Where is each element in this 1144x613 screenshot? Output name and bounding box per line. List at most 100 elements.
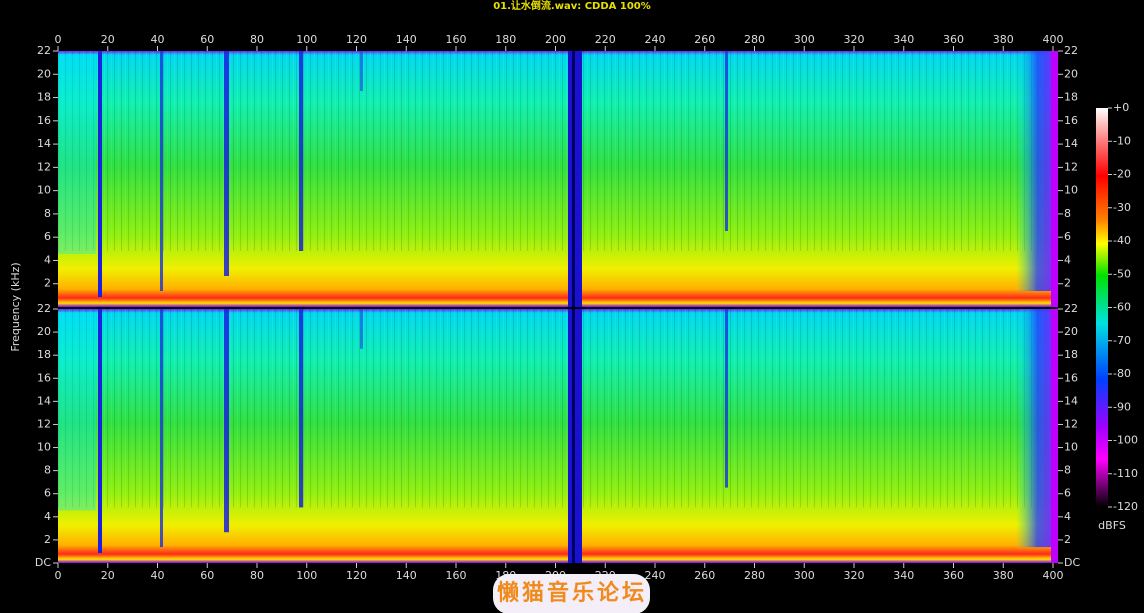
y-tick-label-left: 12 — [37, 160, 51, 173]
watermark: 懒猫音乐论坛 — [497, 580, 647, 606]
colorbar-tick-label: -30 — [1113, 201, 1131, 214]
spectrogram-channel-1 — [58, 51, 1058, 307]
y-tick-label-left: 2 — [44, 533, 51, 546]
colorbar-tick-label: -40 — [1113, 234, 1131, 247]
colorbar-tick-label: -100 — [1113, 434, 1138, 447]
y-tick-label-right: 6 — [1064, 487, 1071, 500]
x-tick-label-top: 380 — [993, 33, 1014, 46]
x-tick-label-top: 120 — [346, 33, 367, 46]
y-tick-label-left: 18 — [37, 348, 51, 361]
y-tick-label-right: 14 — [1064, 137, 1078, 150]
chart-title: 01.让水倒流.wav: CDDA 100% — [493, 0, 651, 12]
y-tick-label-right: 18 — [1064, 91, 1078, 104]
x-tick-label-bottom: 20 — [101, 569, 115, 582]
y-tick-label-right: 22 — [1064, 44, 1078, 57]
y-tick-label-right: 20 — [1064, 325, 1078, 338]
y-tick-label-left: 14 — [37, 394, 51, 407]
y-tick-label-right: DC — [1064, 556, 1080, 569]
y-axis-label: Frequency (kHz) — [9, 262, 22, 351]
x-tick-label-bottom: 120 — [346, 569, 367, 582]
x-tick-label-top: 40 — [151, 33, 165, 46]
y-tick-label-left: 6 — [44, 230, 51, 243]
y-tick-label-left: 16 — [37, 114, 51, 127]
x-tick-label-bottom: 40 — [151, 569, 165, 582]
y-tick-label-right: 14 — [1064, 394, 1078, 407]
y-tick-label-left: 8 — [44, 207, 51, 220]
spectrogram-channel-2 — [58, 309, 1058, 563]
y-tick-label-left: 16 — [37, 371, 51, 384]
x-tick-label-top: 340 — [893, 33, 914, 46]
y-tick-label-left: 8 — [44, 464, 51, 477]
x-tick-label-bottom: 60 — [200, 569, 214, 582]
x-tick-label-bottom: 140 — [396, 569, 417, 582]
y-tick-label-left: 18 — [37, 91, 51, 104]
y-tick-label-left: 12 — [37, 417, 51, 430]
x-tick-label-top: 180 — [495, 33, 516, 46]
y-tick-label-right: 2 — [1064, 277, 1071, 290]
y-tick-label-right: 10 — [1064, 184, 1078, 197]
y-tick-label-left: 10 — [37, 184, 51, 197]
y-tick-label-right: 8 — [1064, 464, 1071, 477]
colorbar-tick-label: -20 — [1113, 168, 1131, 181]
colorbar-label: dBFS — [1098, 519, 1126, 532]
colorbar-tick-label: +0 — [1113, 101, 1129, 114]
x-tick-label-top: 80 — [250, 33, 264, 46]
x-tick-label-top: 280 — [744, 33, 765, 46]
x-tick-label-bottom: 160 — [446, 569, 467, 582]
x-tick-label-top: 160 — [446, 33, 467, 46]
colorbar-tick-label: -90 — [1113, 400, 1131, 413]
x-tick-label-bottom: 320 — [844, 569, 865, 582]
x-tick-label-top: 60 — [200, 33, 214, 46]
y-tick-label-right: 16 — [1064, 114, 1078, 127]
x-tick-label-top: 100 — [296, 33, 317, 46]
colorbar-tick-label: -70 — [1113, 334, 1131, 347]
y-tick-label-right: 12 — [1064, 160, 1078, 173]
y-tick-label-right: 10 — [1064, 441, 1078, 454]
y-tick-label-left: 6 — [44, 487, 51, 500]
x-tick-label-bottom: 380 — [993, 569, 1014, 582]
y-tick-label-left: 20 — [37, 325, 51, 338]
colorbar-tick-label: -80 — [1113, 367, 1131, 380]
y-tick-label-right: 4 — [1064, 253, 1071, 266]
y-tick-label-right: 12 — [1064, 417, 1078, 430]
y-tick-label-right: 18 — [1064, 348, 1078, 361]
y-tick-label-left: 22 — [37, 44, 51, 57]
x-tick-label-bottom: 340 — [893, 569, 914, 582]
x-tick-label-top: 0 — [55, 33, 62, 46]
x-tick-label-bottom: 100 — [296, 569, 317, 582]
y-tick-label-left: 22 — [37, 302, 51, 315]
y-tick-label-left: 20 — [37, 67, 51, 80]
y-tick-label-right: 8 — [1064, 207, 1071, 220]
x-tick-label-top: 320 — [844, 33, 865, 46]
x-tick-label-bottom: 280 — [744, 569, 765, 582]
y-tick-label-right: 2 — [1064, 533, 1071, 546]
x-tick-label-top: 400 — [1043, 33, 1064, 46]
y-tick-label-right: 6 — [1064, 230, 1071, 243]
x-tick-label-top: 20 — [101, 33, 115, 46]
colorbar-tick-label: -10 — [1113, 134, 1131, 147]
x-tick-label-top: 140 — [396, 33, 417, 46]
x-tick-label-bottom: 400 — [1043, 569, 1064, 582]
x-tick-label-top: 240 — [645, 33, 666, 46]
colorbar-tick-label: -50 — [1113, 267, 1131, 280]
x-tick-label-top: 360 — [943, 33, 964, 46]
x-tick-label-bottom: 80 — [250, 569, 264, 582]
x-tick-label-top: 300 — [794, 33, 815, 46]
y-tick-label-right: 22 — [1064, 302, 1078, 315]
x-tick-label-bottom: 300 — [794, 569, 815, 582]
y-tick-label-right: 16 — [1064, 371, 1078, 384]
colorbar-tick-label: -60 — [1113, 301, 1131, 314]
y-tick-label-left: 10 — [37, 441, 51, 454]
colorbar-tick-label: -110 — [1113, 467, 1138, 480]
y-tick-label-right: 20 — [1064, 67, 1078, 80]
x-tick-label-bottom: 360 — [943, 569, 964, 582]
axes: 0 0 20 20 40 40 60 60 80 80 100 100 120 120 140 140 160 1… — [35, 33, 1138, 582]
y-tick-label-left: 4 — [44, 253, 51, 266]
x-tick-label-bottom: 240 — [645, 569, 666, 582]
y-tick-label-left: DC — [35, 556, 51, 569]
x-tick-label-bottom: 0 — [55, 569, 62, 582]
y-tick-label-left: 4 — [44, 510, 51, 523]
x-tick-label-bottom: 260 — [694, 569, 715, 582]
colorbar-tick-label: -120 — [1113, 500, 1138, 513]
